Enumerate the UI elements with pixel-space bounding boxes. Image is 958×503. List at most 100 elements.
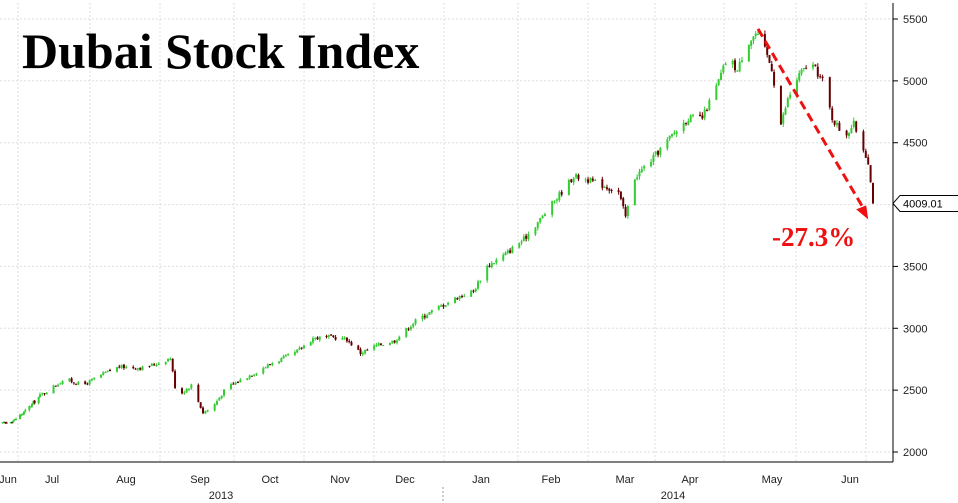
- candle-body: [421, 315, 424, 320]
- candle-body: [377, 343, 380, 346]
- candle-body: [773, 72, 776, 86]
- candle-body: [852, 120, 855, 128]
- candle-body: [223, 389, 225, 396]
- y-tick-label: 4500: [903, 138, 927, 150]
- candle-body: [155, 364, 158, 366]
- candle-body: [752, 36, 755, 41]
- candle-body: [32, 401, 35, 404]
- candle-body: [102, 372, 105, 375]
- candle-body: [685, 122, 687, 124]
- x-tick-label: Apr: [681, 474, 698, 486]
- candle-body: [855, 121, 858, 132]
- candle-body: [509, 250, 512, 253]
- candle-body: [819, 76, 822, 78]
- candle-body: [230, 384, 232, 389]
- candle-body: [330, 334, 333, 336]
- candle-body: [617, 190, 620, 193]
- candle-body: [366, 349, 369, 351]
- candle-body: [636, 177, 639, 180]
- candle-body: [23, 411, 25, 415]
- candle-body: [470, 290, 473, 297]
- candle-body: [104, 372, 107, 374]
- candle-body: [220, 395, 223, 399]
- candle-body: [747, 44, 750, 62]
- y-tick-label: 2000: [903, 447, 927, 459]
- candle-body: [54, 385, 57, 387]
- candle-body: [398, 336, 401, 341]
- candle-body: [430, 309, 433, 313]
- candle-body: [447, 302, 450, 305]
- candle-body: [188, 388, 190, 390]
- candle-body: [298, 347, 301, 350]
- candle-body: [603, 187, 606, 189]
- y-tick-label: 5000: [903, 76, 927, 88]
- candle-body: [9, 422, 12, 424]
- candle-body: [779, 85, 782, 125]
- candle-body: [248, 375, 251, 379]
- candle-body: [314, 337, 317, 339]
- y-axis: 200025003000350040004500500055004009.01: [892, 14, 958, 459]
- candle-body: [414, 319, 417, 324]
- candle-body: [626, 205, 629, 217]
- candle-body: [139, 367, 142, 370]
- candle-body: [591, 178, 594, 181]
- candle-body: [768, 55, 771, 63]
- last-value-label: 4009.01: [903, 198, 943, 210]
- candle-body: [838, 122, 841, 131]
- candle-body: [493, 263, 496, 265]
- candle-body: [770, 64, 773, 72]
- candle-body: [167, 358, 170, 362]
- candle-body: [488, 265, 491, 267]
- candle-body: [472, 290, 475, 292]
- candle-body: [440, 305, 443, 307]
- x-tick-label: Mar: [616, 474, 635, 486]
- candle-body: [373, 345, 376, 350]
- candle-body: [833, 120, 836, 125]
- candle-body: [68, 378, 71, 381]
- x-tick-label: Jul: [45, 474, 59, 486]
- candle-body: [359, 349, 362, 355]
- candle-body: [706, 110, 708, 112]
- candle-body: [174, 371, 177, 389]
- candle-body: [800, 69, 803, 74]
- candle-body: [558, 192, 561, 201]
- candle-body: [821, 76, 824, 79]
- candle-body: [867, 157, 870, 165]
- candle-body: [461, 296, 463, 298]
- candle-body: [862, 131, 865, 151]
- candle-body: [477, 281, 480, 289]
- candle-body: [560, 191, 563, 195]
- candle-body: [407, 328, 410, 330]
- candle-body: [84, 381, 87, 384]
- candle-body: [29, 406, 32, 408]
- candle-body: [28, 406, 31, 411]
- candle-body: [633, 179, 636, 206]
- candle-body: [831, 108, 834, 121]
- candle-body: [309, 342, 312, 346]
- candle-body: [361, 352, 364, 355]
- last-value-box: [892, 194, 958, 212]
- candle-body: [197, 384, 200, 402]
- candle-body: [122, 364, 125, 369]
- candle-body: [872, 182, 874, 204]
- candle-body: [608, 188, 611, 191]
- candle-body: [605, 187, 608, 190]
- candle-body: [816, 66, 819, 77]
- candle-body: [699, 114, 701, 117]
- candle-body: [5, 422, 8, 424]
- candle-body: [708, 100, 711, 111]
- candle-body: [4, 422, 7, 424]
- candle-body: [541, 215, 544, 219]
- candle-body: [391, 340, 394, 344]
- candle-body: [567, 180, 570, 195]
- candle-body: [504, 252, 507, 256]
- candle-body: [525, 235, 528, 239]
- candle-body: [750, 40, 753, 46]
- candle-body: [332, 335, 335, 338]
- candle-body: [164, 361, 167, 365]
- candle-body: [213, 404, 216, 411]
- candle-body: [350, 342, 353, 346]
- candle-body: [782, 114, 785, 124]
- candle-body: [754, 33, 757, 36]
